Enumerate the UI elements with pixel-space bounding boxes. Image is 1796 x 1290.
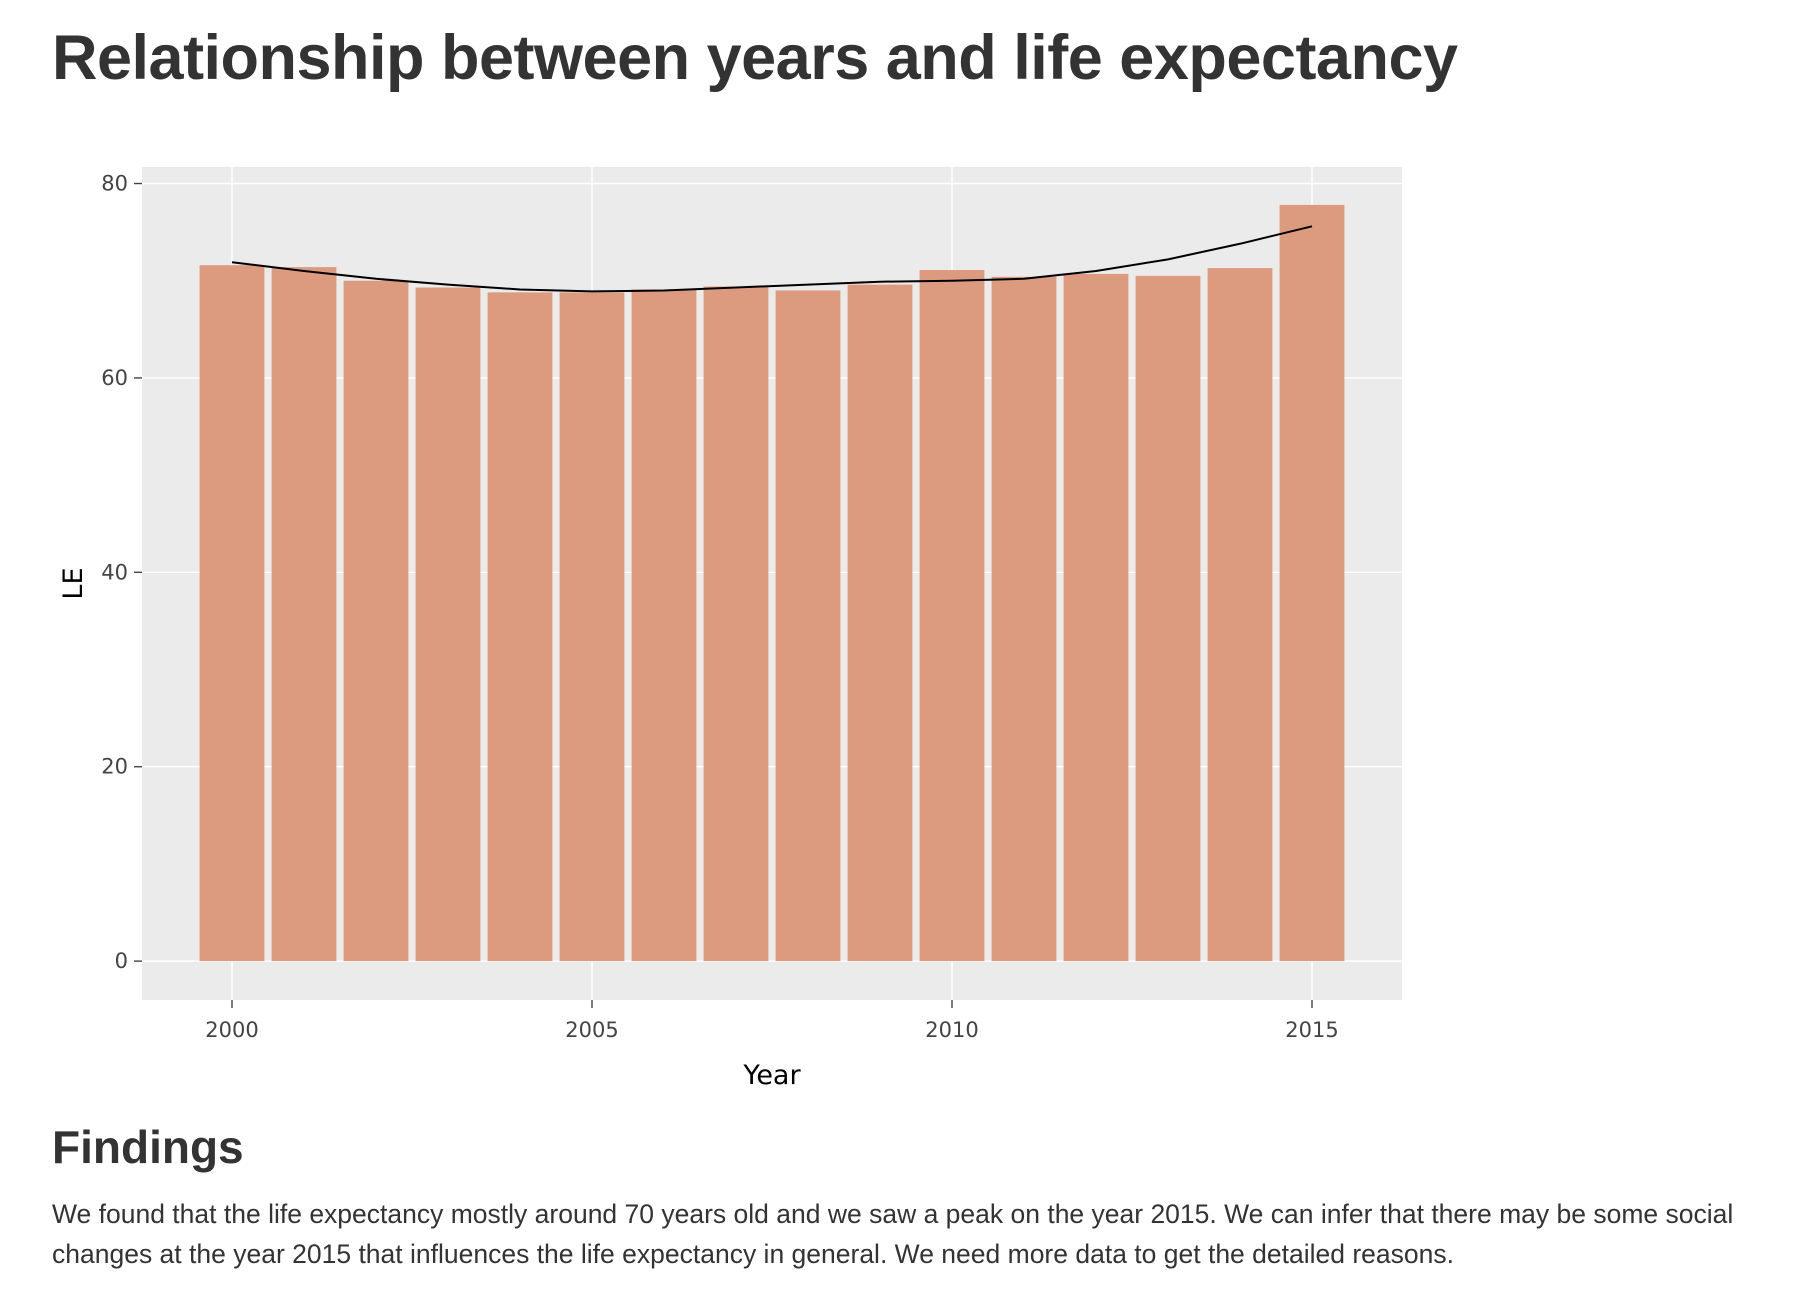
y-axis-ticks: 0 20 40 60 80	[101, 172, 142, 973]
x-tick-label: 2005	[565, 1018, 618, 1042]
y-tick-label: 40	[101, 560, 128, 584]
bar-2007[interactable]	[703, 286, 769, 962]
y-tick-label: 20	[101, 755, 128, 779]
x-axis-ticks: 2000 2005 2010 2015	[205, 1000, 1339, 1042]
bar-2001[interactable]	[271, 267, 337, 962]
bar-2005[interactable]	[559, 292, 625, 962]
x-tick-label: 2000	[205, 1018, 258, 1042]
trend-line-group	[231, 225, 1313, 293]
bar-2010[interactable]	[919, 270, 985, 962]
trend-line	[231, 225, 1313, 293]
y-axis-title: LE	[58, 567, 89, 599]
y-tick-label: 60	[101, 366, 128, 390]
x-tick-label: 2015	[1285, 1018, 1338, 1042]
bar-2002[interactable]	[343, 280, 409, 962]
bars	[199, 204, 1345, 962]
chart-svg: 0 20 40 60 80 2000 2005 2010 2015 Year LE	[58, 167, 1402, 1091]
bar-2006[interactable]	[631, 289, 697, 962]
bar-2000[interactable]	[199, 265, 265, 962]
x-axis-title: Year	[742, 1060, 801, 1091]
bar-2009[interactable]	[847, 284, 913, 962]
bar-2003[interactable]	[415, 287, 481, 962]
x-tick-label: 2010	[925, 1018, 978, 1042]
bar-2014[interactable]	[1207, 268, 1273, 962]
bar-2004[interactable]	[487, 292, 553, 962]
bar-2013[interactable]	[1135, 275, 1201, 962]
bar-2008[interactable]	[775, 290, 841, 962]
page-title: Relationship between years and life expe…	[52, 23, 1458, 93]
y-tick-label: 80	[101, 172, 128, 196]
findings-heading: Findings	[52, 1121, 244, 1173]
bar-chart: 0 20 40 60 80 2000 2005 2010 2015 Year LE	[0, 120, 1450, 1100]
bar-2012[interactable]	[1063, 273, 1129, 962]
y-tick-label: 0	[115, 949, 128, 973]
bar-2011[interactable]	[991, 276, 1057, 962]
bar-2015[interactable]	[1279, 204, 1345, 962]
findings-paragraph: We found that the life expectancy mostly…	[52, 1199, 1734, 1269]
